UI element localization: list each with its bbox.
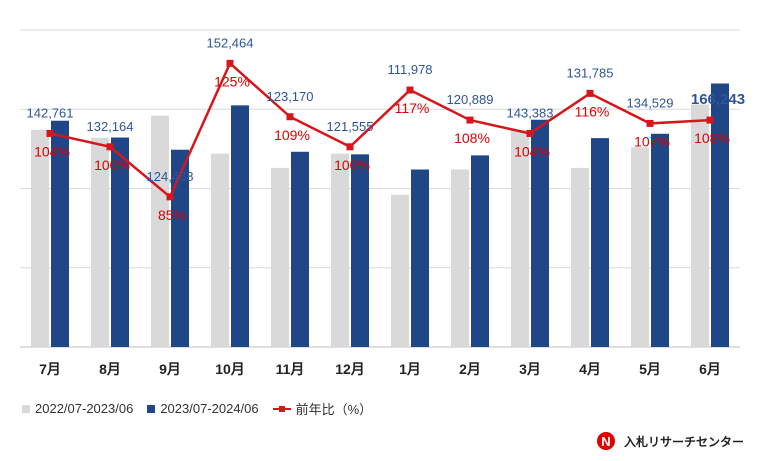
ratio-point: [406, 86, 414, 94]
bar-prior: [211, 153, 229, 347]
chart-legend: 2022/07-2023/06 2023/07-2024/06 前年比（%）: [22, 399, 372, 418]
ratio-value-label: 117%: [395, 100, 430, 116]
bar-value-label: 142,761: [27, 105, 74, 120]
x-tick-label: 1月: [399, 361, 421, 377]
legend-item-ratio: 前年比（%）: [272, 399, 373, 418]
x-tick-label: 4月: [579, 361, 601, 377]
legend-swatch-ratio-icon: [272, 405, 291, 412]
x-tick-label: 3月: [519, 361, 541, 377]
bar-prior: [91, 137, 109, 347]
brand-logo-icon: N: [596, 432, 615, 450]
bar-current: [651, 133, 669, 347]
ratio-line: [49, 61, 711, 199]
legend-label-prior: 2022/07-2023/06: [35, 401, 134, 416]
x-tick-label: 6月: [699, 361, 721, 377]
ratio-point: [586, 89, 594, 97]
bar-current: [591, 138, 609, 347]
bar-current: [471, 155, 489, 347]
brand-logo-letter: N: [601, 434, 610, 449]
bar-current: [291, 151, 309, 347]
x-tick-label: 8月: [99, 361, 121, 377]
bar-prior: [31, 129, 49, 347]
ratio-value-label: 104%: [34, 143, 70, 159]
ratio-value-label: 104%: [514, 143, 550, 159]
x-tick-label: 10月: [215, 361, 245, 377]
brand: N 入札リサーチセンター: [594, 431, 744, 451]
x-tick-label: 5月: [639, 361, 661, 377]
bar-prior: [631, 147, 649, 347]
bar-value-label: 132,164: [87, 119, 134, 134]
ratio-point: [706, 116, 714, 124]
ratio-value-label: 108%: [454, 130, 490, 146]
bar-current: [51, 120, 69, 347]
bar-value-label: 166,243: [691, 91, 745, 108]
ratio-point: [106, 143, 114, 151]
x-tick-label: 9月: [159, 361, 181, 377]
brand-name: 入札リサーチセンター: [623, 434, 744, 449]
bar-value-label: 124,468: [147, 169, 194, 184]
ratio-value-label: 85%: [158, 207, 186, 223]
bar-prior: [151, 115, 169, 347]
bar-value-label: 134,529: [627, 95, 674, 110]
legend-swatch-prior: [22, 404, 30, 413]
x-tick-label: 12月: [335, 361, 365, 377]
bar-value-label: 123,170: [267, 89, 314, 104]
ratio-point: [46, 129, 54, 137]
bar-prior: [391, 194, 409, 347]
ratio-value-label: 116%: [575, 103, 610, 119]
legend-label-ratio: 前年比（%）: [295, 402, 373, 417]
bar-current: [231, 105, 249, 347]
bar-current: [411, 169, 429, 347]
bar-value-label: 152,464: [207, 35, 254, 50]
ratio-point: [286, 113, 294, 121]
ratio-point: [226, 59, 234, 67]
bar-current: [351, 154, 369, 347]
x-tick-label: 2月: [459, 361, 481, 377]
bar-prior: [571, 167, 589, 347]
legend-item-prior: 2022/07-2023/06: [22, 401, 133, 416]
bar-value-label: 120,889: [447, 92, 494, 107]
ratio-point: [346, 143, 354, 151]
ratio-value-label: 107%: [634, 133, 670, 149]
bar-prior: [271, 167, 289, 347]
bar-value-label: 143,383: [507, 105, 554, 120]
ratio-value-label: 100%: [334, 157, 370, 173]
ratio-value-label: 109%: [274, 127, 310, 143]
bar-prior: [691, 104, 709, 348]
ratio-point: [646, 119, 654, 127]
x-tick-label: 11月: [276, 361, 305, 377]
bar-current: [111, 137, 129, 347]
bar-current: [171, 149, 189, 347]
legend-swatch-current: [147, 404, 156, 413]
bar-prior: [451, 169, 469, 347]
bar-value-label: 131,785: [567, 65, 614, 80]
bar-current: [531, 119, 549, 347]
ratio-value-label: 125%: [214, 73, 250, 89]
ratio-point: [526, 129, 534, 137]
legend-item-current: 2023/07-2024/06: [147, 401, 259, 416]
ratio-point: [166, 193, 174, 201]
ratio-point: [466, 116, 474, 124]
bar-value-label: 121,555: [327, 119, 374, 134]
bar-prior: [511, 129, 529, 347]
ratio-value-label: 100%: [94, 157, 130, 173]
bar-prior: [331, 153, 349, 347]
bar-current: [711, 83, 729, 347]
bar-value-label: 111,978: [387, 62, 432, 77]
legend-label-current: 2023/07-2024/06: [160, 401, 259, 416]
x-tick-label: 7月: [39, 361, 61, 377]
ratio-value-label: 108%: [694, 130, 730, 146]
